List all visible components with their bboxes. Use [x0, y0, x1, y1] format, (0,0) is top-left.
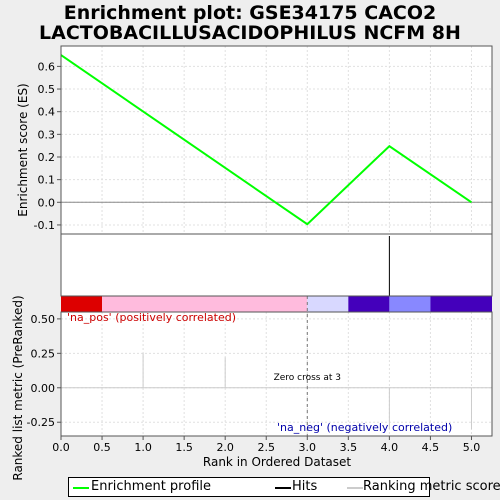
- legend-hits-swatch: [275, 487, 291, 489]
- metric-y-axis-label: Ranked list metric (PreRanked): [11, 295, 25, 480]
- colorbar-segment-3: [348, 296, 390, 312]
- enrichment-profile-line: [60, 54, 473, 226]
- es-y-axis-label: Enrichment score (ES): [16, 83, 30, 216]
- xtick-label-4: 2.0: [216, 441, 234, 454]
- xtick-label-9: 4.5: [422, 441, 440, 454]
- metric-ytick-label-2: 0.00: [31, 382, 56, 395]
- xtick-label-8: 4.0: [381, 441, 399, 454]
- x-axis-label: Rank in Ordered Dataset: [203, 455, 351, 469]
- legend-ranking-metric-label: Ranking metric scores: [363, 479, 500, 494]
- es-ytick-label-2: 0.4: [38, 106, 56, 119]
- xtick-label-0: 0.0: [52, 441, 70, 454]
- metric-ytick-label-1: 0.25: [31, 347, 56, 360]
- es-ytick-label-1: 0.5: [38, 83, 56, 96]
- legend: Enrichment profile Hits Ranking metric s…: [68, 477, 500, 497]
- es-ytick-label-4: 0.2: [38, 151, 56, 164]
- xtick-label-5: 2.5: [257, 441, 275, 454]
- legend-enrichment-profile-label: Enrichment profile: [91, 479, 211, 494]
- metric-ytick-label-0: 0.50: [31, 313, 56, 326]
- metric-panel-background: [61, 312, 492, 436]
- xtick-label-1: 0.5: [93, 441, 111, 454]
- es-ytick-label-7: -0.1: [34, 219, 55, 232]
- negative-correlation-label: 'na_neg' (negatively correlated): [277, 421, 452, 434]
- metric-panel-border: [60, 311, 493, 437]
- colorbar-segment-5: [430, 296, 492, 312]
- xtick-label-7: 3.5: [340, 441, 358, 454]
- xtick-label-10: 5.0: [463, 441, 481, 454]
- xtick-label-6: 3.0: [299, 441, 317, 454]
- es-ytick-label-3: 0.3: [38, 128, 56, 141]
- es-ytick-label-5: 0.1: [38, 174, 56, 187]
- colorbar-segment-4: [389, 296, 431, 312]
- chart-title-line-2: LACTOBACILLUSACIDOPHILUS NCFM 8H: [39, 22, 461, 44]
- es-ytick-label-6: 0.0: [38, 196, 56, 209]
- es-panel-background: [61, 46, 492, 234]
- xtick-label-3: 1.5: [175, 441, 193, 454]
- colorbar-segment-0: [61, 296, 103, 312]
- legend-hits-label: Hits: [292, 479, 318, 494]
- chart-title-line-1: Enrichment plot: GSE34175 CACO2: [63, 2, 437, 24]
- xtick-label-2: 1.0: [134, 441, 152, 454]
- colorbar-segment-1: [102, 296, 308, 312]
- legend-ranking-metric-swatch: [347, 487, 363, 489]
- hits-panel-border: [60, 233, 493, 297]
- positive-correlation-label: 'na_pos' (positively correlated): [67, 311, 236, 324]
- zero-cross-label: Zero cross at 3: [274, 373, 341, 383]
- legend-enrichment-profile-swatch: [73, 487, 89, 489]
- es-ytick-label-0: 0.6: [38, 60, 56, 73]
- metric-ytick-label-3: -0.25: [27, 416, 55, 429]
- hits-panel-background: [61, 234, 492, 296]
- colorbar-segment-2: [307, 296, 349, 312]
